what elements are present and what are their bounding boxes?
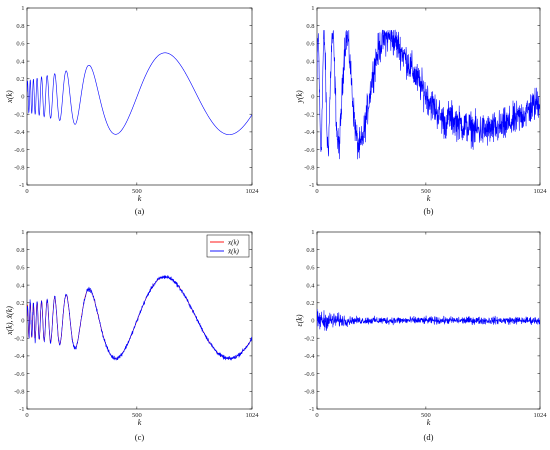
y-tick-label: 1 [311, 229, 314, 236]
y-tick-label: -0.2 [304, 111, 314, 118]
y-tick-label: 0.8 [16, 23, 24, 30]
panel-caption: (d) [424, 432, 434, 442]
y-axis-label: x(k) [5, 90, 14, 104]
panel-a: -1 -0.8 -0.6 -0.4 -0.2 0 0.2 0.4 0.6 0.8 1 0 500 1024… [5, 5, 259, 216]
y-tick-label: -0.4 [14, 129, 25, 136]
y-tick-label: -0.8 [304, 389, 314, 396]
x-tick-label: 500 [421, 412, 431, 419]
panel-d: -1 -0.8 -0.6 -0.4 -0.2 0 0.2 0.4 0.6 0.8 1 0 500 1024… [295, 229, 547, 442]
y-axis-label: y(k) [295, 90, 304, 104]
legend-box [206, 234, 250, 258]
x-tick-label: 0 [315, 188, 318, 195]
y-tick-label: -0.4 [304, 129, 315, 136]
y-tick-label: -1 [309, 406, 314, 413]
x-tick-label: 0 [25, 412, 28, 419]
y-tick-label: 0.2 [16, 300, 24, 307]
panel-c: -1 -0.8 -0.6 -0.4 -0.2 0 0.2 0.4 0.6 0.8 1 0 500 1024… [5, 229, 259, 442]
x-tick-label: 1024 [534, 412, 548, 419]
x-tick-label: 500 [132, 188, 142, 195]
y-tick-label: 0.8 [306, 23, 314, 30]
legend-label: x̂(k) [227, 248, 240, 256]
y-tick-label: -0.8 [14, 165, 24, 172]
series-line-a-0 [27, 52, 252, 135]
y-tick-label: -0.6 [304, 371, 315, 378]
y-tick-label: -0.2 [14, 335, 24, 342]
y-tick-label: -0.8 [304, 165, 314, 172]
y-tick-label: 0.2 [306, 76, 314, 83]
y-tick-label: 0.4 [306, 58, 315, 65]
y-tick-label: 0.8 [306, 247, 314, 254]
y-tick-label: 0.4 [16, 58, 25, 65]
y-tick-label: -1 [19, 182, 24, 189]
x-tick-label: 500 [132, 412, 142, 419]
y-axis-label: x(k), x̂(k) [5, 306, 14, 336]
axes-frame-b [316, 7, 541, 186]
y-tick-label: -1 [19, 406, 24, 413]
y-tick-label: 0.2 [16, 76, 24, 83]
axes-frame-a [26, 7, 253, 186]
x-axis-label: k [138, 418, 142, 427]
x-axis-label: k [138, 194, 142, 203]
x-axis-label: k [427, 418, 431, 427]
series-line-c-0 [27, 276, 252, 359]
panel-caption: (a) [135, 206, 145, 216]
y-tick-label: 0.8 [16, 247, 24, 254]
y-tick-label: 0 [311, 94, 314, 101]
y-tick-label: 0.6 [306, 41, 315, 48]
y-tick-label: 0.6 [16, 41, 25, 48]
x-tick-label: 0 [315, 412, 318, 419]
x-tick-label: 1024 [534, 188, 548, 195]
y-tick-label: -0.4 [14, 353, 25, 360]
y-tick-label: -0.2 [304, 335, 314, 342]
y-tick-label: -1 [309, 182, 314, 189]
y-tick-label: 1 [311, 5, 314, 12]
y-axis-label: ε(k) [295, 314, 304, 326]
y-tick-label: 1 [21, 229, 24, 236]
y-tick-label: 0.4 [16, 282, 25, 289]
series-line-b-0 [317, 29, 540, 160]
y-tick-label: 0 [21, 318, 24, 325]
x-tick-label: 1024 [246, 412, 260, 419]
panel-caption: (b) [424, 206, 434, 216]
x-tick-label: 500 [421, 188, 431, 195]
x-axis-label: k [427, 194, 431, 203]
y-tick-label: 0.6 [306, 265, 315, 272]
panel-b: -1 -0.8 -0.6 -0.4 -0.2 0 0.2 0.4 0.6 0.8 1 0 500 1024… [295, 5, 547, 216]
y-tick-label: -0.8 [14, 389, 24, 396]
y-tick-label: 1 [21, 5, 24, 12]
y-tick-label: -0.2 [14, 111, 24, 118]
y-tick-label: 0.6 [16, 265, 25, 272]
x-tick-label: 0 [25, 188, 28, 195]
y-tick-label: 0.2 [306, 300, 314, 307]
legend: x(k)x̂(k) [206, 234, 250, 258]
panel-caption: (c) [135, 432, 145, 442]
y-tick-label: -0.6 [14, 371, 25, 378]
series-line-c-1 [27, 275, 252, 361]
series-line-d-0 [317, 309, 540, 331]
y-tick-label: 0 [21, 94, 24, 101]
y-tick-label: 0 [311, 318, 314, 325]
y-tick-label: -0.4 [304, 353, 315, 360]
y-tick-label: -0.6 [304, 147, 315, 154]
x-tick-label: 1024 [246, 188, 260, 195]
axes-frame-c [26, 231, 253, 410]
legend-label: x(k) [227, 239, 240, 247]
y-tick-label: -0.6 [14, 147, 25, 154]
y-tick-label: 0.4 [306, 282, 315, 289]
